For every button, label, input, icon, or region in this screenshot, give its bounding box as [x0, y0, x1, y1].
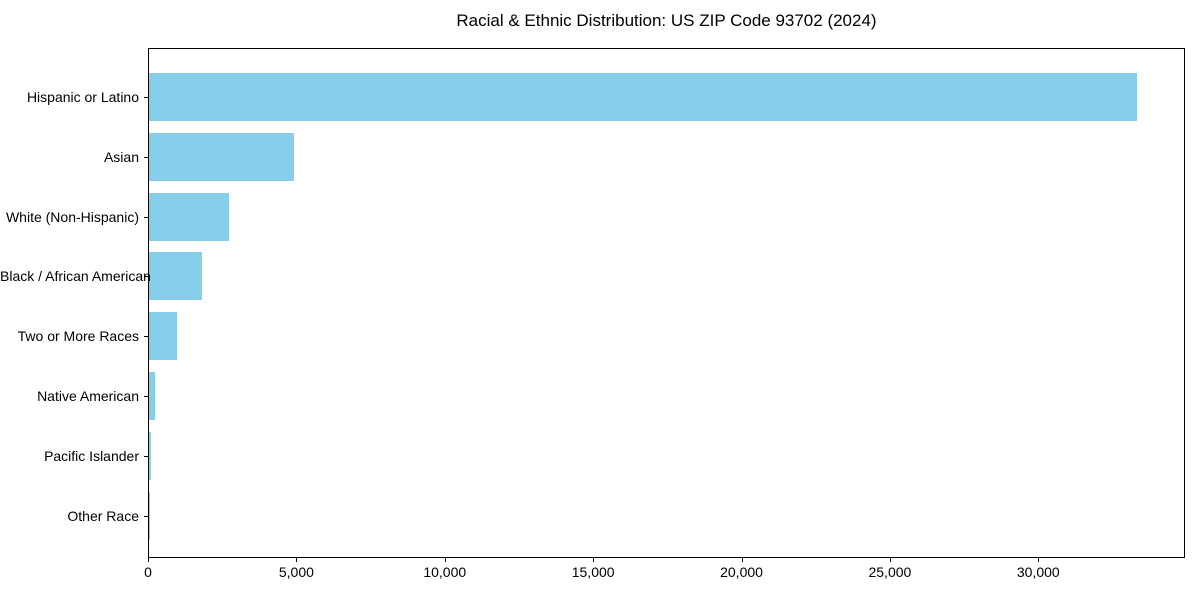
y-tick-label-two-or-more-races: Two or More Races — [17, 328, 139, 345]
y-tick-mark — [144, 156, 148, 158]
x-tick-label-20-000: 20,000 — [720, 564, 763, 580]
chart-title: Racial & Ethnic Distribution: US ZIP Cod… — [456, 11, 877, 30]
y-tick-mark — [144, 336, 148, 338]
x-tick-label-5-000: 5,000 — [278, 564, 314, 580]
bar-native-american — [149, 372, 155, 420]
x-tick-mark — [1038, 558, 1040, 562]
bar-white-non-hispanic — [149, 192, 229, 241]
bar-other-race — [149, 491, 150, 540]
y-tick-label-native-american: Native American — [37, 388, 139, 404]
x-tick-mark — [889, 558, 891, 562]
bar-two-or-more-races — [149, 312, 177, 361]
y-tick-label-black-african-american: Black / African American — [0, 268, 151, 285]
x-tick-label-10-000: 10,000 — [423, 564, 467, 580]
y-tick-label-pacific-islander: Pacific Islander — [44, 447, 139, 464]
y-tick-mark — [144, 515, 148, 517]
plot-area — [148, 48, 1185, 558]
y-tick-label-other-race: Other Race — [67, 507, 139, 524]
y-tick-mark — [144, 396, 148, 397]
y-tick-label-hispanic-or-latino: Hispanic or Latino — [26, 89, 139, 105]
x-tick-mark — [296, 558, 298, 562]
x-tick-mark — [148, 558, 149, 562]
x-tick-mark — [444, 558, 446, 562]
y-tick-mark — [144, 455, 148, 457]
x-tick-label-30-000: 30,000 — [1016, 564, 1060, 580]
x-tick-label-0: 0 — [144, 564, 152, 580]
bar-pacific-islander — [149, 431, 152, 480]
y-tick-mark — [144, 216, 148, 218]
bar-asian — [149, 132, 295, 181]
x-tick-mark — [593, 558, 595, 562]
y-tick-mark — [144, 97, 148, 98]
y-tick-label-asian: Asian — [103, 148, 139, 165]
x-tick-label-25-000: 25,000 — [868, 564, 912, 580]
y-tick-mark — [144, 276, 148, 278]
bar-black-african-american — [149, 252, 203, 301]
x-tick-label-15-000: 15,000 — [571, 564, 615, 580]
y-tick-label-white-non-hispanic: White (Non-Hispanic) — [5, 208, 139, 225]
bar-hispanic-or-latino — [149, 73, 1137, 121]
x-tick-mark — [741, 558, 743, 562]
